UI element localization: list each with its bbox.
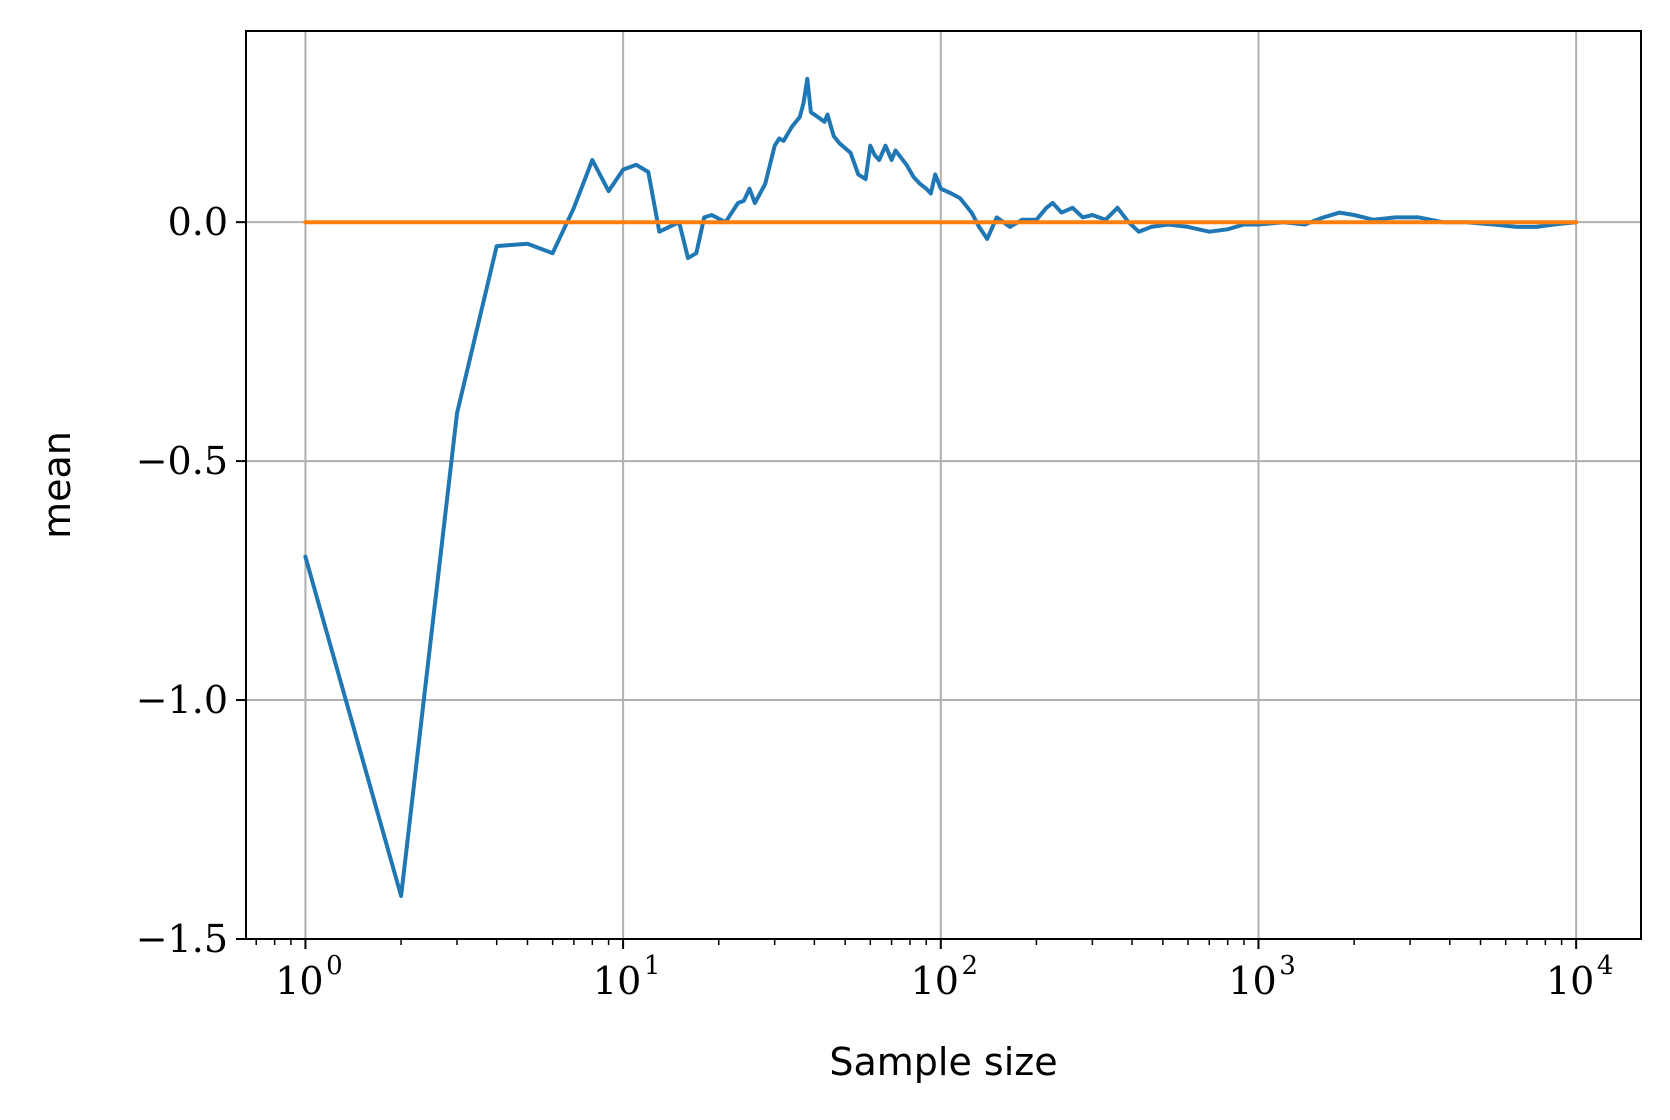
x-tick-label: 10 (1546, 959, 1594, 1003)
x-tick-label-exponent: 0 (326, 951, 343, 981)
y-tick-label: −0.5 (136, 439, 228, 483)
y-tick-label: 0.0 (168, 200, 228, 244)
ticks: 10 0 10 1 10 2 10 3 10 40.0−0.5−1.0−1.5 (136, 200, 1614, 1003)
x-tick-label-exponent: 3 (1279, 951, 1296, 981)
x-axis-title: Sample size (829, 1040, 1057, 1084)
x-tick-label: 10 (275, 959, 323, 1003)
x-tick-label: 10 (593, 959, 641, 1003)
x-tick-label: 10 (1228, 959, 1276, 1003)
x-tick-label-exponent: 2 (962, 951, 979, 981)
y-tick-label: −1.0 (136, 678, 228, 722)
series-layer (303, 76, 1579, 898)
series-line-1 (303, 76, 1579, 898)
x-tick-label-exponent: 1 (644, 951, 661, 981)
y-axis-title: mean (35, 431, 79, 539)
x-tick-label: 10 (911, 959, 959, 1003)
y-tick-label: −1.5 (136, 917, 228, 961)
x-tick-label-exponent: 4 (1597, 951, 1614, 981)
plot-frame (245, 30, 1642, 940)
